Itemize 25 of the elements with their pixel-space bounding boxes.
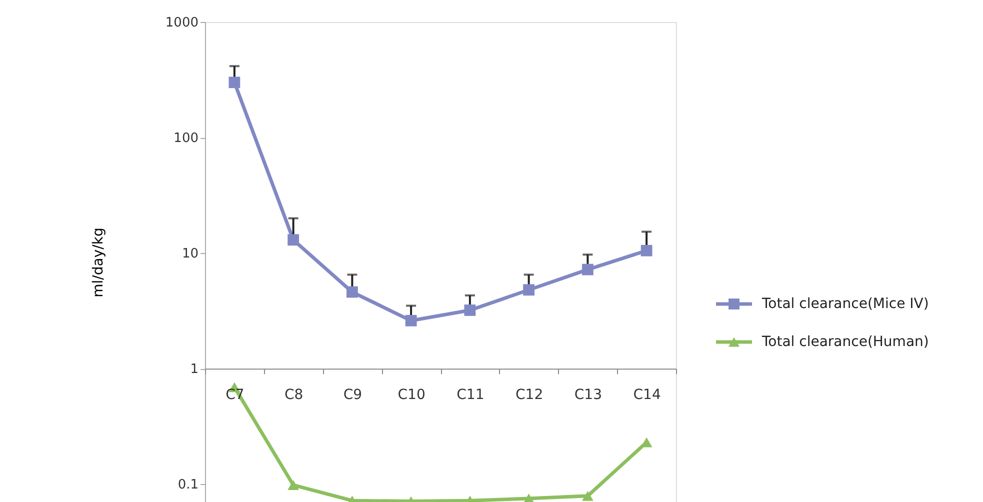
x-tick-label: C9: [343, 387, 362, 404]
point: [582, 264, 594, 276]
x-tick-label: C14: [633, 387, 661, 404]
point: [640, 244, 652, 256]
y-tick-label: 10: [182, 246, 198, 262]
x-tick-label: C8: [284, 387, 304, 404]
y-tick-label: 1: [190, 362, 198, 378]
point: [523, 284, 535, 296]
y-tick-label: 1000: [165, 16, 198, 30]
y-tick-label: 0.1: [178, 478, 198, 493]
legend-label: Total clearance(Mice IV): [761, 296, 929, 312]
point: [405, 314, 417, 326]
x-tick-label: C12: [516, 387, 544, 404]
point: [288, 480, 300, 490]
point: [582, 490, 594, 501]
x-tick-label: C13: [574, 387, 602, 404]
point: [228, 76, 240, 88]
point: [464, 304, 476, 316]
point: [346, 286, 358, 298]
y-axis-title: ml/day/kg: [90, 228, 106, 298]
x-tick-label: C10: [398, 387, 426, 404]
x-tick-label: C11: [456, 387, 484, 404]
y-tick-label: 100: [174, 131, 198, 146]
point: [288, 234, 300, 246]
legend-label: Total clearance(Human): [761, 334, 929, 350]
